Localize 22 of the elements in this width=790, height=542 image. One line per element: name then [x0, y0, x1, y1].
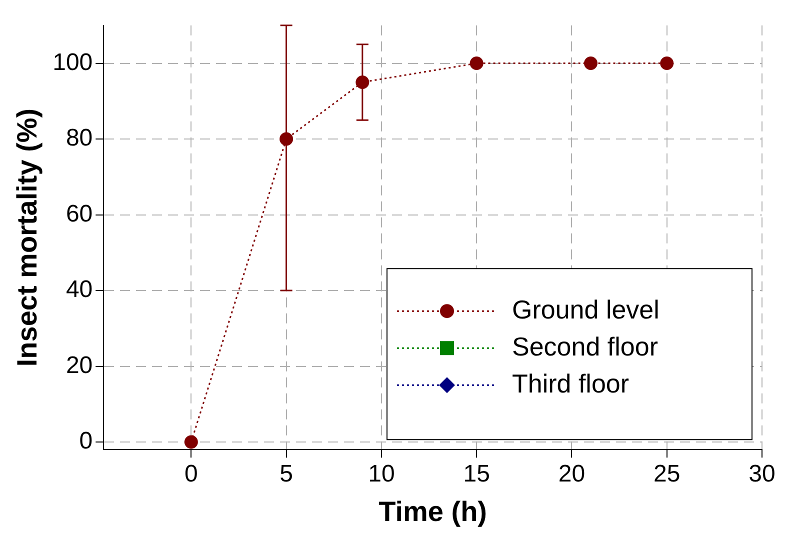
- point: [184, 435, 198, 449]
- y-tick-label: 20: [66, 352, 93, 379]
- x-tick-label: 0: [184, 460, 198, 488]
- y-tick-label: 100: [52, 48, 93, 76]
- y-axis-title: Insect mortality (%): [12, 108, 43, 367]
- x-tick-label: 30: [748, 460, 776, 488]
- x-tick-label: 5: [280, 460, 293, 488]
- x-tick-label: 25: [654, 460, 680, 488]
- legend-label: Third floor: [512, 368, 630, 398]
- y-tick-label: 40: [66, 276, 93, 304]
- y-tick-label: 0: [79, 428, 93, 455]
- x-tick-label: 20: [558, 460, 586, 488]
- point: [470, 56, 484, 70]
- x-axis-title: Time (h): [378, 496, 488, 527]
- legend-label: Second floor: [512, 331, 658, 362]
- point: [660, 56, 674, 70]
- x-tick-label: 10: [368, 460, 395, 488]
- point: [584, 56, 598, 70]
- x-tick-label: 15: [463, 460, 490, 488]
- y-tick-label: 60: [66, 200, 93, 228]
- y-tick-label: 80: [66, 124, 93, 152]
- legend-label: Ground level: [512, 294, 660, 324]
